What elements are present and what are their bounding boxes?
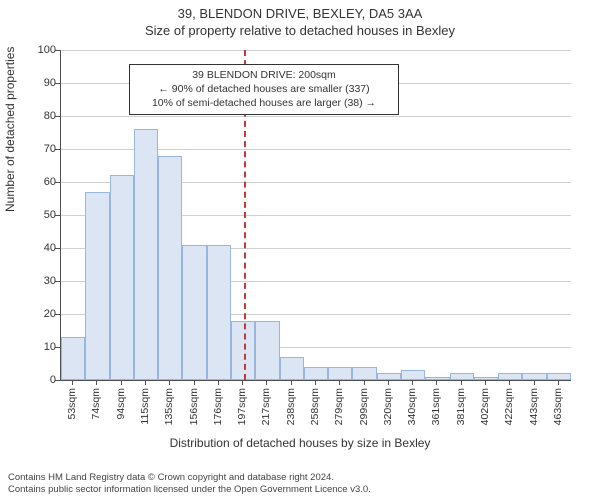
y-tick-label: 10 xyxy=(16,341,56,353)
x-tick xyxy=(364,380,365,385)
histogram-bar xyxy=(450,373,474,380)
histogram-bar xyxy=(425,377,449,380)
x-tick xyxy=(412,380,413,385)
x-tick-label: 156sqm xyxy=(188,388,200,425)
y-tick-label: 40 xyxy=(16,242,56,254)
x-tick xyxy=(534,380,535,385)
annotation-line: 10% of semi-detached houses are larger (… xyxy=(136,96,392,110)
x-tick-label: 320sqm xyxy=(382,388,394,425)
x-tick-label: 258sqm xyxy=(309,388,321,425)
chart-title-main: 39, BLENDON DRIVE, BEXLEY, DA5 3AA xyxy=(0,0,600,21)
x-tick xyxy=(194,380,195,385)
x-tick xyxy=(461,380,462,385)
histogram-bar xyxy=(498,373,522,380)
x-tick xyxy=(291,380,292,385)
x-tick xyxy=(388,380,389,385)
x-tick xyxy=(72,380,73,385)
gridline xyxy=(61,116,571,117)
y-tick-label: 70 xyxy=(16,143,56,155)
x-axis-label: Distribution of detached houses by size … xyxy=(0,436,600,450)
y-tick-label: 90 xyxy=(16,77,56,89)
y-tick-label: 30 xyxy=(16,275,56,287)
x-tick-label: 443sqm xyxy=(528,388,540,425)
x-tick-label: 422sqm xyxy=(503,388,515,425)
y-tick-label: 50 xyxy=(16,209,56,221)
plot-area: 39 BLENDON DRIVE: 200sqm← 90% of detache… xyxy=(60,50,571,381)
x-tick-label: 94sqm xyxy=(115,388,127,420)
x-tick xyxy=(242,380,243,385)
chart-container: Number of detached properties 39 BLENDON… xyxy=(0,42,600,452)
x-tick-label: 53sqm xyxy=(66,388,78,420)
x-tick-label: 74sqm xyxy=(90,388,102,420)
histogram-bar xyxy=(182,245,206,380)
y-tick-label: 20 xyxy=(16,308,56,320)
histogram-bar xyxy=(158,156,182,380)
x-tick xyxy=(339,380,340,385)
x-tick-label: 115sqm xyxy=(139,388,151,425)
x-tick-label: 402sqm xyxy=(479,388,491,425)
x-tick xyxy=(121,380,122,385)
x-tick-label: 176sqm xyxy=(212,388,224,425)
x-tick xyxy=(145,380,146,385)
histogram-bar xyxy=(304,367,328,380)
x-tick xyxy=(266,380,267,385)
x-tick-label: 197sqm xyxy=(236,388,248,425)
x-tick-label: 463sqm xyxy=(552,388,564,425)
x-tick-label: 279sqm xyxy=(333,388,345,425)
x-tick-label: 217sqm xyxy=(260,388,272,425)
x-tick xyxy=(509,380,510,385)
footer-line-2: Contains public sector information licen… xyxy=(8,484,371,496)
y-tick-label: 60 xyxy=(16,176,56,188)
x-tick xyxy=(315,380,316,385)
annotation-line: ← 90% of detached houses are smaller (33… xyxy=(136,82,392,96)
y-tick-label: 0 xyxy=(16,374,56,386)
histogram-bar xyxy=(207,245,231,380)
annotation-box: 39 BLENDON DRIVE: 200sqm← 90% of detache… xyxy=(129,64,399,115)
histogram-bar xyxy=(85,192,109,380)
gridline xyxy=(61,50,571,51)
histogram-bar xyxy=(377,373,401,380)
x-tick-label: 361sqm xyxy=(430,388,442,425)
x-tick xyxy=(169,380,170,385)
x-tick-label: 238sqm xyxy=(285,388,297,425)
y-tick-label: 80 xyxy=(16,110,56,122)
x-tick xyxy=(96,380,97,385)
x-tick-label: 340sqm xyxy=(406,388,418,425)
x-tick xyxy=(436,380,437,385)
y-tick-label: 100 xyxy=(16,44,56,56)
y-axis-label: Number of detached properties xyxy=(3,47,17,212)
histogram-bar xyxy=(547,373,571,380)
attribution-footer: Contains HM Land Registry data © Crown c… xyxy=(8,472,371,496)
chart-title-sub: Size of property relative to detached ho… xyxy=(0,21,600,42)
footer-line-1: Contains HM Land Registry data © Crown c… xyxy=(8,472,371,484)
x-tick-label: 381sqm xyxy=(455,388,467,425)
histogram-bar xyxy=(110,175,134,380)
histogram-bar xyxy=(134,129,158,380)
x-tick xyxy=(485,380,486,385)
x-tick-label: 135sqm xyxy=(163,388,175,425)
histogram-bar xyxy=(280,357,304,380)
histogram-bar xyxy=(401,370,425,380)
annotation-line: 39 BLENDON DRIVE: 200sqm xyxy=(136,68,392,82)
x-tick xyxy=(558,380,559,385)
histogram-bar xyxy=(61,337,85,380)
histogram-bar xyxy=(255,321,279,380)
x-tick-label: 299sqm xyxy=(358,388,370,425)
x-tick xyxy=(218,380,219,385)
histogram-bar xyxy=(352,367,376,380)
histogram-bar xyxy=(328,367,352,380)
histogram-bar xyxy=(522,373,546,380)
